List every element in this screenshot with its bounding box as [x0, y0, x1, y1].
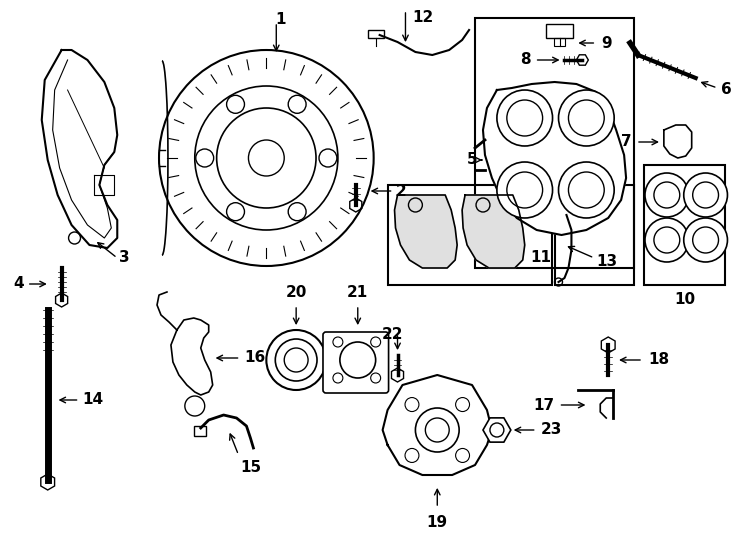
Circle shape: [559, 162, 614, 218]
Bar: [388, 185, 551, 285]
Text: 7: 7: [622, 134, 632, 150]
Text: 2: 2: [396, 184, 407, 199]
Circle shape: [248, 140, 284, 176]
Text: 13: 13: [596, 254, 617, 269]
Circle shape: [159, 50, 374, 266]
Circle shape: [497, 90, 553, 146]
Polygon shape: [395, 195, 457, 268]
Circle shape: [645, 218, 688, 262]
Text: 17: 17: [534, 397, 555, 413]
Text: 5: 5: [466, 152, 477, 167]
Polygon shape: [462, 195, 525, 268]
Text: 3: 3: [119, 251, 130, 266]
Text: 18: 18: [648, 353, 669, 368]
Circle shape: [415, 408, 459, 452]
Text: 20: 20: [286, 285, 307, 300]
Circle shape: [217, 108, 316, 208]
Bar: [553, 38, 565, 46]
Bar: [555, 185, 634, 285]
FancyBboxPatch shape: [323, 332, 388, 393]
Text: 10: 10: [674, 292, 695, 307]
Polygon shape: [483, 82, 626, 235]
Text: 11: 11: [531, 249, 552, 265]
Circle shape: [288, 95, 306, 113]
Text: 12: 12: [413, 10, 434, 25]
Circle shape: [196, 149, 214, 167]
Circle shape: [266, 330, 326, 390]
Polygon shape: [42, 50, 117, 248]
Text: 22: 22: [382, 327, 403, 342]
Circle shape: [227, 95, 244, 113]
Text: 6: 6: [722, 83, 733, 98]
Bar: [644, 165, 725, 285]
Circle shape: [275, 339, 317, 381]
Circle shape: [559, 90, 614, 146]
Text: 9: 9: [601, 36, 612, 51]
Bar: [475, 18, 634, 268]
Circle shape: [288, 202, 306, 221]
Text: 4: 4: [13, 276, 23, 292]
Text: 21: 21: [347, 285, 368, 300]
Circle shape: [684, 218, 727, 262]
Polygon shape: [171, 318, 213, 395]
Text: 23: 23: [541, 422, 562, 437]
Text: 1: 1: [275, 12, 286, 27]
Text: 14: 14: [82, 393, 103, 408]
Circle shape: [645, 173, 688, 217]
Circle shape: [227, 202, 244, 221]
Text: 16: 16: [244, 350, 266, 366]
Circle shape: [340, 342, 376, 378]
Circle shape: [497, 162, 553, 218]
Circle shape: [195, 86, 338, 230]
Bar: [368, 30, 384, 38]
Circle shape: [684, 173, 727, 217]
Circle shape: [319, 149, 337, 167]
Polygon shape: [664, 125, 691, 158]
Text: 15: 15: [241, 460, 261, 475]
Circle shape: [185, 396, 205, 416]
Text: 8: 8: [520, 52, 531, 68]
Polygon shape: [382, 375, 492, 475]
Bar: [545, 24, 573, 38]
Text: 19: 19: [426, 515, 448, 530]
Bar: [194, 426, 206, 436]
